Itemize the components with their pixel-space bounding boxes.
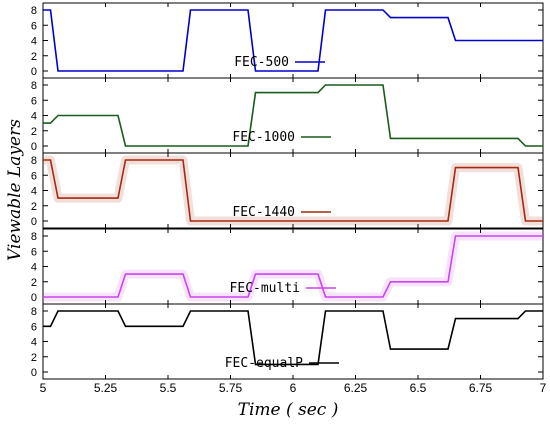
x-axis-title: Time ( sec ): [238, 400, 339, 420]
panel-2: 0 2 4 6 8 FEC-1000: [31, 77, 544, 154]
legend-label: FEC-1000: [232, 130, 295, 145]
y-tick-label: 2: [31, 201, 37, 213]
y-tick-label: 8: [31, 5, 37, 17]
y-tick-label: 4: [31, 262, 37, 274]
x-tick-label: 6.75: [469, 381, 493, 395]
series-line: [43, 9, 543, 72]
y-tick-label: 4: [31, 337, 37, 349]
y-tick-label: 2: [31, 277, 37, 289]
x-tick-label: 5: [40, 381, 47, 395]
series-line: [43, 310, 543, 366]
panel-1: 0 2 4 6 8 FEC-500: [31, 2, 544, 79]
x-axis: 5 5.25 5.5 5.75 6 6.25 6.5 6.75 7: [40, 381, 547, 395]
series-line: [43, 235, 543, 298]
y-tick-label: 4: [31, 36, 37, 48]
panel-4: 0 2 4 6 8 FEC-multi: [31, 228, 544, 305]
y-tick-label: 0: [31, 141, 37, 153]
panel-5: 0 2 4 6 8 FEC-equalP: [31, 303, 544, 380]
legend-label: FEC-500: [234, 55, 289, 70]
y-tick-label: 0: [31, 216, 37, 228]
legend-label: FEC-multi: [230, 281, 300, 296]
x-tick-label: 7: [540, 381, 547, 395]
y-tick-label: 2: [31, 126, 37, 138]
y-tick-label: 8: [31, 231, 37, 243]
y-tick-label: 2: [31, 352, 37, 364]
y-tick-label: 6: [31, 95, 37, 107]
legend-label: FEC-equalP: [225, 356, 303, 371]
y-tick-label: 6: [31, 20, 37, 32]
y-tick-label: 8: [31, 306, 37, 318]
y-tick-label: 4: [31, 111, 37, 123]
series-line: [43, 159, 543, 222]
y-tick-label: 0: [31, 66, 37, 78]
y-tick-label: 0: [31, 292, 37, 304]
panels-layer: 0 2 4 6 8 FEC-500 0 2 4 6 8 FEC-1000 0 2 4 6 8 FEC-1440 0 2…: [31, 2, 544, 380]
x-tick-label: 5.25: [94, 381, 118, 395]
y-tick-label: 2: [31, 51, 37, 63]
y-tick-label: 6: [31, 170, 37, 182]
legend-label: FEC-1440: [232, 205, 295, 220]
x-tick-label: 6.25: [344, 381, 368, 395]
y-tick-label: 6: [31, 321, 37, 333]
series-line: [43, 84, 543, 147]
x-tick-label: 5.5: [160, 381, 177, 395]
y-tick-label: 8: [31, 80, 37, 92]
y-tick-label: 0: [31, 367, 37, 379]
y-axis-title: Viewable Layers: [5, 119, 25, 261]
y-tick-label: 4: [31, 186, 37, 198]
panel-3: 0 2 4 6 8 FEC-1440: [31, 152, 544, 229]
y-tick-label: 6: [31, 246, 37, 258]
x-tick-label: 5.75: [219, 381, 243, 395]
y-tick-label: 8: [31, 155, 37, 167]
x-tick-label: 6.5: [410, 381, 427, 395]
x-tick-label: 6: [290, 381, 297, 395]
